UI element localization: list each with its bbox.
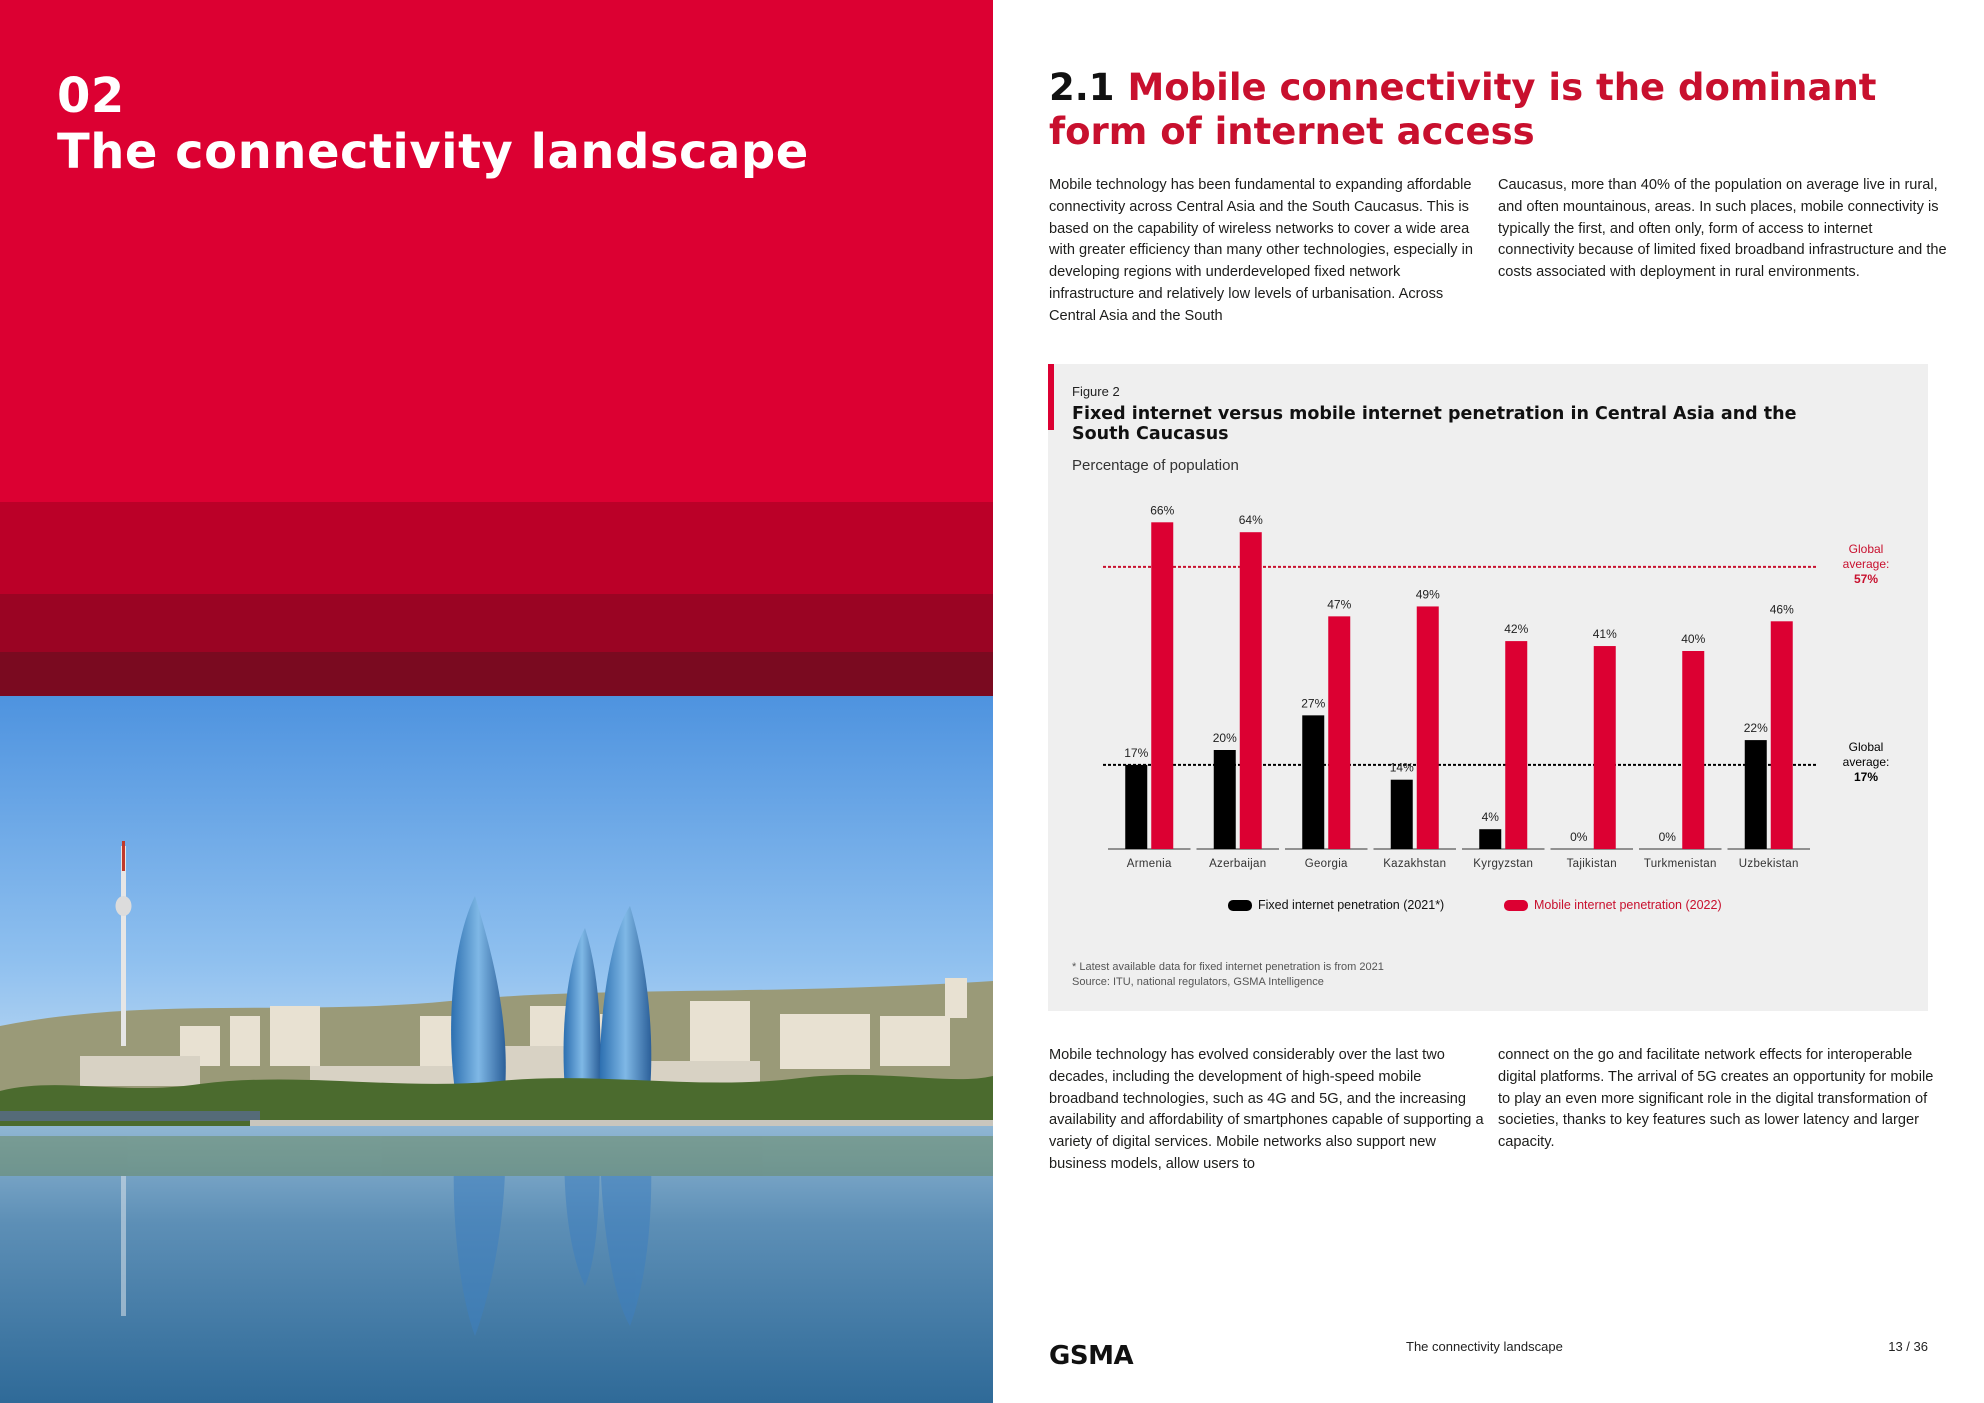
data-label-fixed-kazakhstan: 14%: [1390, 761, 1414, 775]
reference-label-value: 57%: [1854, 572, 1878, 586]
bar-mobile-kazakhstan: [1416, 606, 1439, 849]
intro-paragraph-1: Mobile technology has been fundamental t…: [1049, 177, 1473, 324]
gsma-logo: GSMA: [1049, 1341, 1134, 1371]
bar-mobile-uzbekistan: [1770, 621, 1793, 849]
reference-label-line1: Global: [1849, 740, 1884, 754]
figure-notes: * Latest available data for fixed intern…: [1072, 960, 1384, 990]
data-label-fixed-georgia: 27%: [1301, 696, 1325, 710]
red-band-1: [0, 502, 993, 594]
section-number: 02: [57, 68, 125, 124]
data-label-fixed-tajikistan: 0%: [1570, 830, 1588, 844]
data-label-fixed-turkmenistan: 0%: [1659, 830, 1677, 844]
data-label-fixed-azerbaijan: 20%: [1213, 731, 1237, 745]
x-tick-label-uzbekistan: Uzbekistan: [1739, 858, 1799, 870]
baku-skyline-photo: [0, 696, 993, 1403]
reference-label-line2: average:: [1843, 755, 1890, 769]
legend-item-mobile: Mobile internet penetration (2022): [1504, 898, 1722, 912]
footer-section-name: The connectivity landscape: [1406, 1339, 1563, 1354]
legend-item-fixed: Fixed internet penetration (2021*): [1228, 898, 1444, 912]
bar-mobile-armenia: [1151, 522, 1174, 849]
page-number: 13 / 36: [1888, 1339, 1928, 1354]
figure-label: Figure 2: [1072, 384, 1120, 399]
figure-subtitle: Percentage of population: [1072, 457, 1239, 474]
data-label-mobile-turkmenistan: 40%: [1681, 632, 1705, 646]
data-label-fixed-uzbekistan: 22%: [1744, 721, 1768, 735]
bar-fixed-kyrgyzstan: [1479, 829, 1502, 849]
bar-fixed-azerbaijan: [1213, 750, 1236, 849]
reference-label-line2: average:: [1843, 557, 1890, 571]
bar-fixed-georgia: [1302, 715, 1325, 849]
red-band-3: [0, 652, 993, 696]
body-paragraph-1: Mobile technology has evolved considerab…: [1049, 1047, 1484, 1172]
data-label-mobile-azerbaijan: 64%: [1239, 513, 1263, 527]
data-label-mobile-georgia: 47%: [1327, 597, 1351, 611]
figure-panel: Figure 2 Fixed internet versus mobile in…: [1048, 364, 1928, 1011]
data-label-mobile-kyrgyzstan: 42%: [1504, 622, 1528, 636]
bar-mobile-azerbaijan: [1239, 532, 1262, 849]
x-tick-label-armenia: Armenia: [1127, 858, 1172, 870]
reference-label-value: 17%: [1854, 770, 1878, 784]
reference-label-line1: Global: [1849, 542, 1884, 556]
red-band-2: [0, 594, 993, 652]
x-tick-label-tajikistan: Tajikistan: [1567, 858, 1617, 870]
legend-label-mobile: Mobile internet penetration (2022): [1534, 898, 1722, 912]
bar-fixed-kazakhstan: [1390, 779, 1413, 849]
x-tick-label-turkmenistan: Turkmenistan: [1644, 858, 1717, 870]
data-label-mobile-armenia: 66%: [1150, 503, 1174, 517]
legend-swatch-mobile: [1504, 899, 1528, 911]
data-label-fixed-kyrgyzstan: 4%: [1482, 810, 1500, 824]
legend-swatch-fixed: [1228, 899, 1252, 911]
section-title: 02 The connectivity landscape: [57, 68, 809, 180]
bar-mobile-georgia: [1328, 616, 1351, 849]
bar-mobile-tajikistan: [1593, 646, 1616, 849]
x-tick-label-kazakhstan: Kazakhstan: [1383, 858, 1446, 870]
legend-label-fixed: Fixed internet penetration (2021*): [1258, 898, 1445, 912]
intro-paragraph-2: Caucasus, more than 40% of the populatio…: [1498, 177, 1947, 281]
bar-mobile-turkmenistan: [1682, 651, 1705, 849]
chart-legend: Fixed internet penetration (2021*) Mobil…: [1048, 898, 1928, 918]
figure-accent-bar: [1048, 364, 1054, 430]
page-heading: 2.1 Mobile connectivity is the dominant …: [1049, 66, 1949, 154]
heading-number: 2.1: [1049, 66, 1115, 109]
x-tick-label-kyrgyzstan: Kyrgyzstan: [1473, 858, 1533, 870]
figure-title: Fixed internet versus mobile internet pe…: [1072, 404, 1797, 444]
data-label-fixed-armenia: 17%: [1124, 746, 1148, 760]
figure-source: Source: ITU, national regulators, GSMA I…: [1072, 976, 1324, 988]
bar-chart: Globalaverage:57%Globalaverage:17%17%66%…: [1103, 503, 1890, 870]
red-title-block: [0, 0, 993, 502]
data-label-mobile-kazakhstan: 49%: [1416, 587, 1440, 601]
x-tick-label-azerbaijan: Azerbaijan: [1209, 858, 1266, 870]
data-label-mobile-tajikistan: 41%: [1593, 627, 1617, 641]
bar-fixed-armenia: [1125, 764, 1148, 849]
left-page: 02 The connectivity landscape: [0, 0, 993, 1403]
body-paragraph-2: connect on the go and facilitate network…: [1498, 1047, 1934, 1151]
heading-title: Mobile connectivity is the dominant form…: [1049, 66, 1877, 153]
section-name: The connectivity landscape: [57, 124, 809, 180]
data-label-mobile-uzbekistan: 46%: [1770, 602, 1794, 616]
bar-mobile-kyrgyzstan: [1505, 641, 1528, 849]
figure-footnote: * Latest available data for fixed intern…: [1072, 961, 1384, 973]
bar-fixed-uzbekistan: [1744, 740, 1767, 849]
x-tick-label-georgia: Georgia: [1305, 858, 1348, 870]
